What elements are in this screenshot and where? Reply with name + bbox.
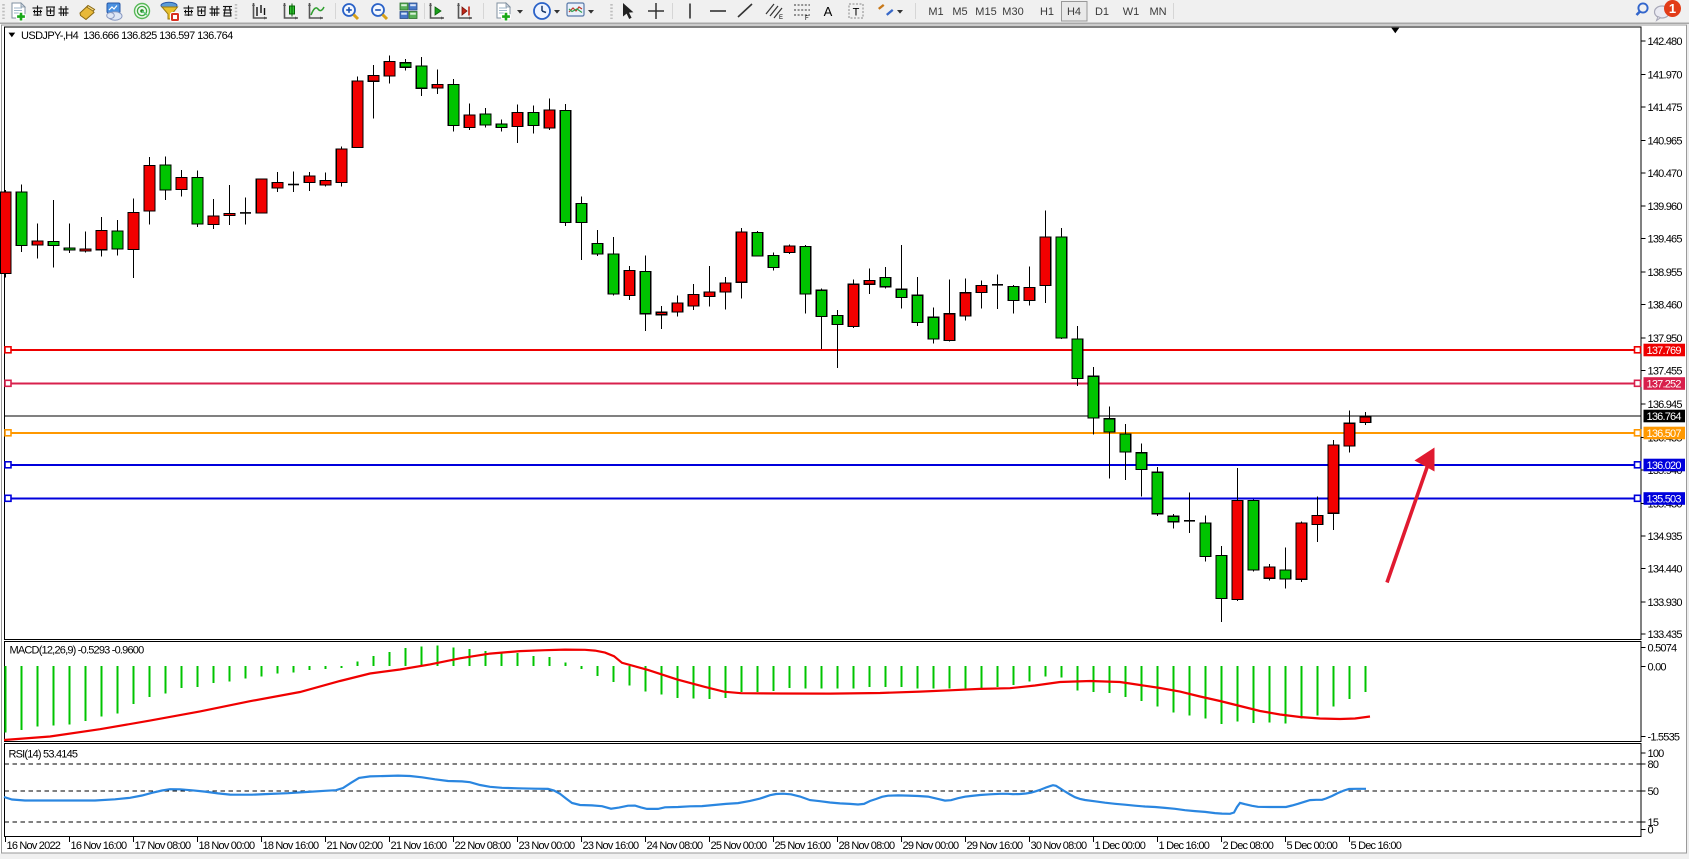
svg-text:T: T <box>853 7 860 19</box>
svg-text:136.945: 136.945 <box>1648 399 1683 411</box>
svg-text:F: F <box>805 16 809 22</box>
svg-text:136.764: 136.764 <box>1647 411 1682 423</box>
svg-text:5 Dec 00:00: 5 Dec 00:00 <box>1287 840 1338 852</box>
svg-text:1: 1 <box>1669 1 1676 16</box>
svg-text:133.435: 133.435 <box>1648 629 1683 641</box>
svg-text:141.475: 141.475 <box>1648 102 1683 114</box>
svg-text:138.460: 138.460 <box>1648 300 1683 312</box>
svg-text:139.960: 139.960 <box>1648 201 1683 213</box>
svg-text:-1.5535: -1.5535 <box>1648 732 1680 744</box>
svg-text:22 Nov 08:00: 22 Nov 08:00 <box>455 840 512 852</box>
svg-text:30 Nov 08:00: 30 Nov 08:00 <box>1031 840 1088 852</box>
svg-text:18 Nov 00:00: 18 Nov 00:00 <box>199 840 256 852</box>
svg-text:141.970: 141.970 <box>1648 69 1683 81</box>
svg-text:140.965: 140.965 <box>1648 135 1683 147</box>
svg-text:H1: H1 <box>1040 6 1054 18</box>
svg-text:25 Nov 00:00: 25 Nov 00:00 <box>711 840 768 852</box>
svg-text:134.440: 134.440 <box>1648 563 1683 575</box>
svg-text:E: E <box>779 15 783 21</box>
svg-text:17 Nov 08:00: 17 Nov 08:00 <box>135 840 192 852</box>
svg-text:29 Nov 00:00: 29 Nov 00:00 <box>903 840 960 852</box>
svg-text:2 Dec 08:00: 2 Dec 08:00 <box>1223 840 1274 852</box>
svg-text:136.507: 136.507 <box>1647 428 1682 440</box>
svg-text:0.00: 0.00 <box>1648 662 1667 674</box>
svg-text:133.930: 133.930 <box>1648 597 1683 609</box>
svg-text:21 Nov 02:00: 21 Nov 02:00 <box>327 840 384 852</box>
svg-text:M1: M1 <box>928 6 943 18</box>
svg-text:139.465: 139.465 <box>1648 234 1683 246</box>
svg-text:28 Nov 08:00: 28 Nov 08:00 <box>839 840 896 852</box>
svg-text:138.955: 138.955 <box>1648 267 1683 279</box>
svg-text:M30: M30 <box>1002 6 1023 18</box>
svg-text:140.470: 140.470 <box>1648 168 1683 180</box>
svg-text:142.480: 142.480 <box>1648 36 1683 48</box>
svg-text:137.950: 137.950 <box>1648 333 1683 345</box>
svg-text:136.020: 136.020 <box>1647 460 1682 472</box>
svg-text:0: 0 <box>1648 825 1654 837</box>
svg-text:1 Dec 16:00: 1 Dec 16:00 <box>1159 840 1210 852</box>
svg-text:50: 50 <box>1648 786 1659 798</box>
svg-text:A: A <box>824 4 833 19</box>
svg-text:16 Nov 2022: 16 Nov 2022 <box>7 840 61 852</box>
svg-text:137.769: 137.769 <box>1647 345 1682 357</box>
svg-text:23 Nov 00:00: 23 Nov 00:00 <box>519 840 576 852</box>
svg-text:0.5074: 0.5074 <box>1648 643 1678 655</box>
svg-text:MN: MN <box>1149 6 1166 18</box>
svg-text:25 Nov 16:00: 25 Nov 16:00 <box>775 840 832 852</box>
svg-text:M15: M15 <box>975 6 996 18</box>
svg-text:135.503: 135.503 <box>1647 494 1682 506</box>
svg-text:23 Nov 16:00: 23 Nov 16:00 <box>583 840 640 852</box>
svg-text:18 Nov 16:00: 18 Nov 16:00 <box>263 840 320 852</box>
svg-text:1 Dec 00:00: 1 Dec 00:00 <box>1095 840 1146 852</box>
svg-text:USDJPY-,H4 136.666 136.825 13: USDJPY-,H4 136.666 136.825 136.597 136.7… <box>21 30 233 42</box>
svg-text:21 Nov 16:00: 21 Nov 16:00 <box>391 840 448 852</box>
svg-text:137.252: 137.252 <box>1647 379 1682 391</box>
svg-text:15: 15 <box>1648 817 1659 829</box>
svg-text:100: 100 <box>1648 748 1665 760</box>
svg-text:80: 80 <box>1648 759 1659 771</box>
svg-text:D1: D1 <box>1095 6 1109 18</box>
svg-text:137.455: 137.455 <box>1648 366 1683 378</box>
svg-text:5 Dec 16:00: 5 Dec 16:00 <box>1351 840 1402 852</box>
svg-text:MACD(12,26,9) -0.5293 -0.9600: MACD(12,26,9) -0.5293 -0.9600 <box>10 645 145 657</box>
svg-text:W1: W1 <box>1123 6 1140 18</box>
svg-text:H4: H4 <box>1067 6 1081 18</box>
svg-text:M5: M5 <box>952 6 967 18</box>
svg-text:29 Nov 16:00: 29 Nov 16:00 <box>967 840 1024 852</box>
svg-text:24 Nov 08:00: 24 Nov 08:00 <box>647 840 704 852</box>
svg-text:134.935: 134.935 <box>1648 531 1683 543</box>
svg-text:RSI(14) 53.4145: RSI(14) 53.4145 <box>9 749 78 761</box>
svg-text:16 Nov 16:00: 16 Nov 16:00 <box>71 840 128 852</box>
